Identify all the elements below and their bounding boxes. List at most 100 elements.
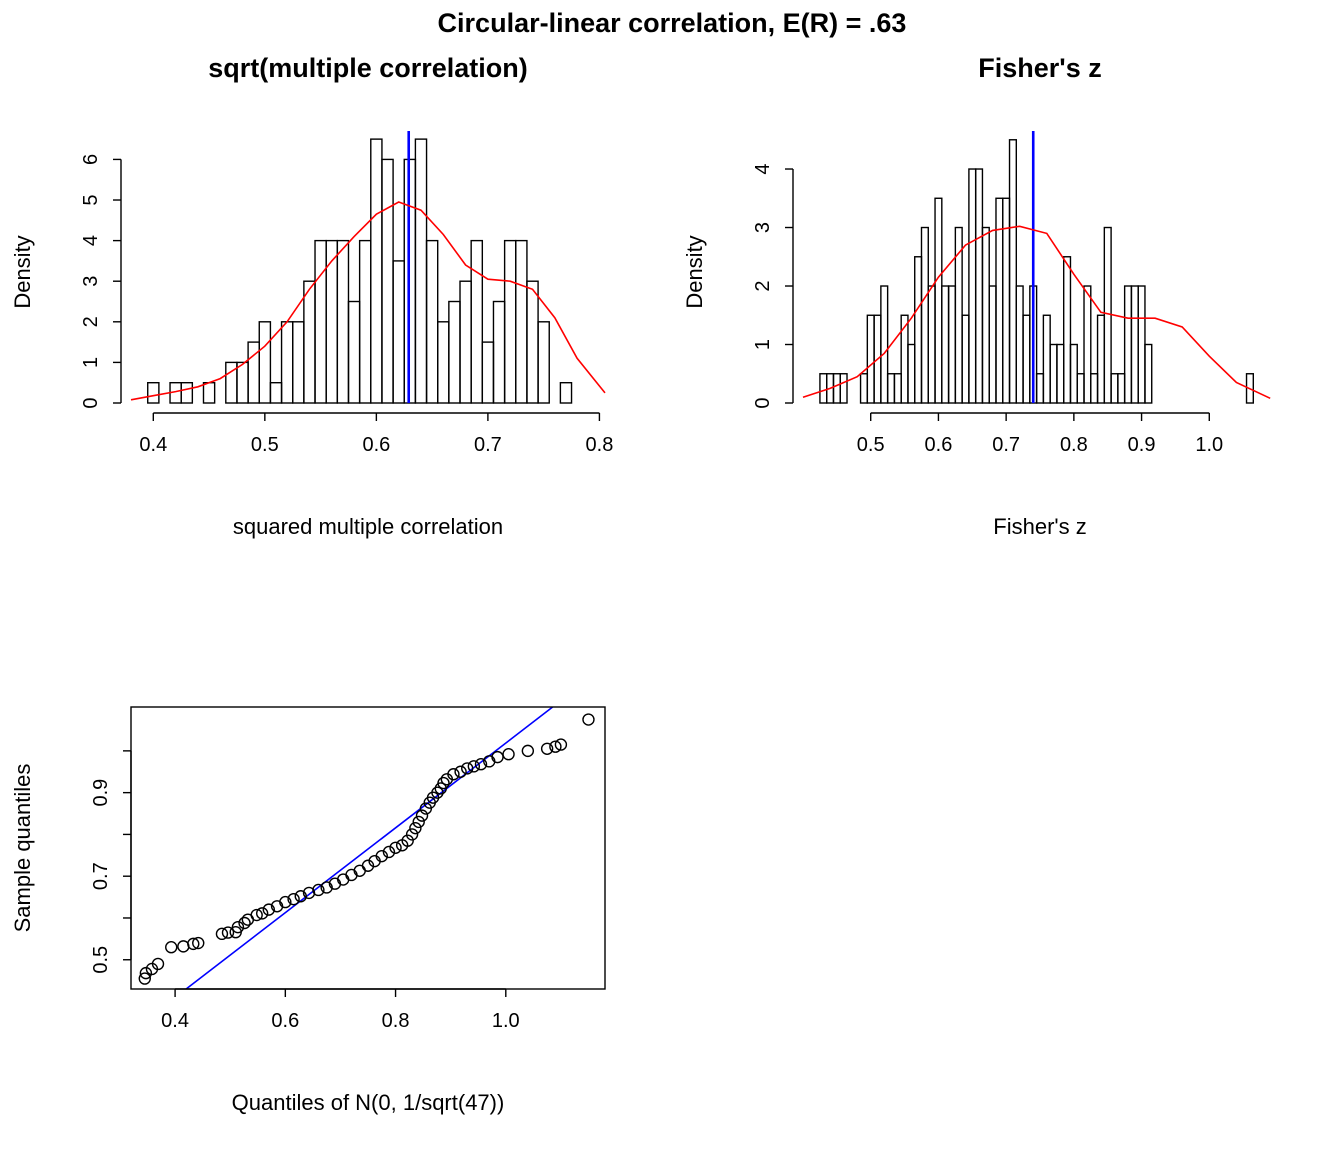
qq-point: [431, 786, 444, 799]
histogram-bar: [347, 300, 361, 404]
histogram-bar: [1069, 343, 1078, 404]
qq-point: [389, 841, 402, 854]
qq-point: [454, 765, 467, 778]
histogram-bar: [381, 158, 394, 404]
histogram-bar: [1042, 314, 1051, 404]
histogram-bar: [1103, 226, 1112, 404]
histogram-bar: [988, 285, 997, 404]
y-tick-label: 0: [80, 397, 102, 408]
histogram-bar: [1049, 343, 1058, 404]
qq-point: [549, 740, 562, 753]
histogram-bar: [437, 321, 450, 404]
qq-point: [409, 821, 422, 835]
histogram-bar: [1056, 343, 1065, 404]
qq-point: [312, 883, 325, 897]
histogram-bar: [1015, 285, 1024, 404]
x-tick-label: 0.6: [271, 1010, 299, 1032]
qq-point: [491, 750, 504, 764]
histogram-bar: [236, 361, 249, 404]
histogram-bar: [839, 373, 848, 404]
histogram-bar: [1144, 343, 1153, 404]
x-tick-label: 1.0: [1195, 434, 1223, 456]
qq-point: [412, 815, 425, 829]
histogram-bar: [515, 239, 528, 404]
qq-point: [215, 927, 229, 941]
x-tick-label: 0.7: [474, 434, 502, 456]
histogram-bar: [900, 314, 909, 404]
histogram-bar: [1117, 373, 1126, 404]
qq-point: [165, 941, 178, 954]
histogram-bar: [1083, 285, 1092, 404]
y-tick-label: 0.5: [90, 946, 112, 974]
histogram-bar: [358, 239, 372, 404]
histogram-bar: [526, 280, 539, 404]
histogram-bar: [1110, 373, 1119, 404]
panel3-marks: 0.4 0.6 0.8 1.0 0.5 0.7 0.9: [90, 706, 606, 1032]
qq-point: [231, 920, 245, 934]
histogram-bar: [314, 239, 327, 404]
histogram-bar: [425, 239, 439, 404]
histogram-bar: [914, 256, 923, 404]
histogram-bar: [886, 373, 896, 404]
qq-point: [279, 895, 292, 909]
panel1-marks: 0.4 0.5 0.6 0.7 0.8 0 1 2 3 4 5 6: [80, 131, 613, 456]
histogram-bar: [920, 226, 929, 404]
x-tick-label: 0.9: [1128, 434, 1156, 456]
panel2-ylabel: Density: [682, 235, 707, 308]
qq-point: [262, 903, 275, 916]
histogram-bar: [392, 260, 405, 404]
histogram-bar: [336, 239, 350, 404]
x-tick-label: 0.7: [992, 434, 1020, 456]
qq-point: [467, 760, 481, 773]
histogram-bar: [1123, 285, 1133, 404]
x-tick-label: 0.4: [139, 434, 167, 456]
histogram-bar: [1008, 139, 1017, 404]
qq-point: [474, 758, 488, 771]
panel1-xlabel: squared multiple correlation: [233, 514, 503, 539]
y-tick-label: 4: [80, 235, 102, 246]
panel2-title: Fisher's z: [978, 53, 1101, 83]
histogram-bar: [280, 321, 294, 404]
x-tick-label: 0.8: [586, 434, 614, 456]
histogram-bar: [1090, 373, 1099, 404]
histogram-bar: [537, 321, 550, 404]
qq-point: [187, 937, 200, 951]
qq-point: [287, 892, 300, 906]
qq-point: [238, 916, 251, 930]
x-tick-label: 0.4: [161, 1010, 189, 1032]
y-tick-label: 5: [80, 194, 102, 205]
histogram-bar: [880, 285, 889, 404]
histogram-bar: [470, 239, 484, 404]
qq-point: [461, 762, 474, 775]
y-tick-label: 1: [752, 339, 774, 350]
qq-point: [540, 742, 554, 755]
histogram-bar: [1035, 373, 1045, 404]
panel-qq-plot: Quantiles of N(0, 1/sqrt(47)) Sample qua…: [10, 706, 606, 1115]
qq-point: [139, 966, 153, 980]
histogram-bar: [947, 285, 957, 404]
qq-point: [138, 972, 151, 985]
histogram-bar: [934, 197, 943, 404]
histogram-bar: [893, 373, 902, 404]
panel2-xlabel: Fisher's z: [993, 514, 1086, 539]
qq-point: [250, 908, 263, 922]
density-curve: [130, 201, 606, 401]
qq-point: [447, 768, 460, 781]
x-tick-label: 0.5: [857, 434, 885, 456]
histogram-bar: [832, 373, 841, 404]
y-tick-label: 6: [80, 154, 102, 165]
x-tick-label: 1.0: [492, 1010, 520, 1032]
histogram-bar: [492, 300, 506, 404]
histogram-bar: [303, 280, 316, 404]
qq-point: [415, 809, 429, 822]
histogram-bar: [961, 314, 970, 404]
y-tick-label: 2: [80, 316, 102, 327]
y-tick-label: 0.7: [90, 862, 112, 890]
histogram-bar: [414, 138, 428, 404]
y-tick-label: 1: [80, 357, 102, 368]
qq-point: [375, 849, 388, 863]
qq-point: [502, 748, 515, 761]
qq-point: [192, 936, 205, 950]
histogram-bar: [859, 373, 869, 404]
